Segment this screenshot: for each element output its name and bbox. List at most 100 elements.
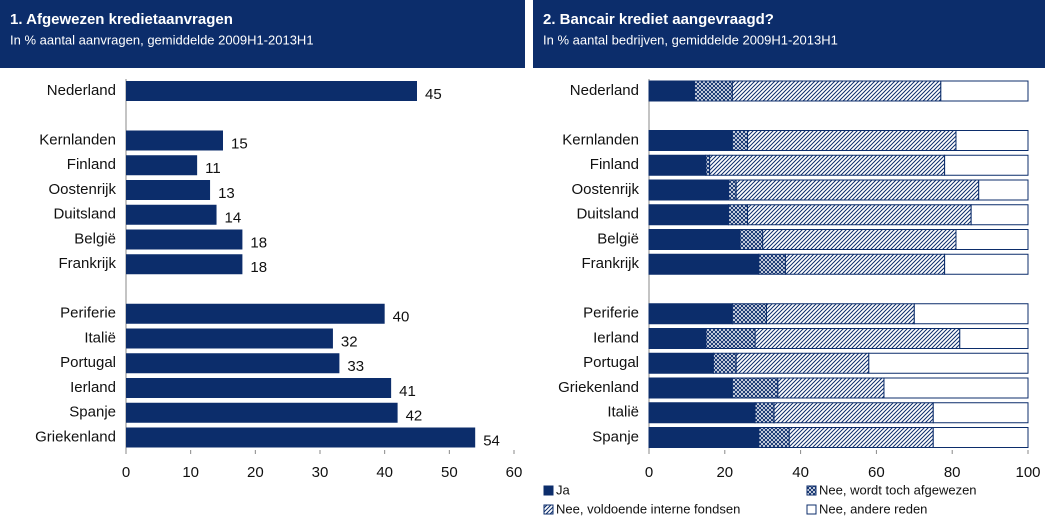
bar-segment [758,253,786,275]
y-tick-label: Spanje [69,404,116,421]
value-label: 42 [406,408,423,425]
bar-segment [648,303,733,325]
y-tick-label: Duitsland [576,206,639,223]
bar-segment [648,179,730,201]
x-tick-label: 20 [716,464,733,481]
bar-segment [747,130,957,151]
y-tick-label: Oostenrijk [571,181,639,198]
x-tick-label: 30 [312,464,329,481]
bar-segment [932,402,1029,424]
bar [126,378,392,398]
bar [126,303,385,324]
bar [126,155,198,176]
bar-segment [648,328,707,349]
value-label: 40 [393,309,410,326]
value-label: 41 [399,383,416,400]
bar-segment [784,253,946,275]
y-tick-label: Spanje [592,428,639,445]
legend-swatch [543,485,554,496]
bar-segment [765,303,915,325]
x-tick-label: 40 [792,464,809,481]
bar-segment [777,377,885,399]
x-tick-label: 60 [506,464,523,481]
bar-segment [709,154,946,176]
bar-segment [739,229,764,250]
bar-segment [932,427,1029,448]
y-tick-label: Ierland [70,379,116,396]
y-tick-label: België [597,230,639,247]
legend-swatch [806,485,817,496]
y-tick-label: Periferie [583,305,639,322]
value-label: 45 [425,86,442,103]
bar-segment [648,427,760,448]
x-tick-label: 10 [182,464,199,481]
bar-segment [959,328,1029,349]
legend-label: Nee, voldoende interne fondsen [556,501,740,516]
y-tick-label: Ierland [593,329,639,346]
y-tick-label: Frankrijk [58,255,116,272]
y-tick-label: Italië [84,329,116,346]
legend-swatch [806,504,817,515]
bar [126,328,333,349]
bar-segment [955,130,1029,151]
bar-segment [944,154,1029,176]
bar-segment [758,427,790,448]
bar-segment [731,377,779,399]
bar-segment [762,229,957,250]
y-tick-label: Duitsland [53,206,116,223]
bar-segment [648,80,695,102]
bar-segment [648,229,741,250]
legend-label: Ja [556,482,571,497]
legend-label: Nee, andere reden [819,501,927,516]
bar-segment [883,377,1029,399]
value-label: 11 [205,160,221,177]
bar [126,427,476,448]
bar-segment [970,204,1029,226]
bar-segment [728,179,737,201]
chart-title: 2. Bancair krediet aangevraagd? [543,11,774,28]
bar-segment [747,204,972,226]
bar-segment [788,427,934,448]
bar-segment [648,204,730,226]
bar-segment [693,80,733,102]
bar-segment [648,253,760,275]
bar-segment [731,130,749,151]
y-tick-label: Finland [67,156,116,173]
y-tick-label: Griekenland [558,379,639,396]
bar-segment [648,154,707,176]
y-tick-label: Italië [607,404,639,421]
x-tick-label: 80 [944,464,961,481]
y-tick-label: Portugal [60,354,116,371]
bar-segment [944,253,1029,275]
bar-segment [731,303,767,325]
y-tick-label: Nederland [47,82,116,99]
value-label: 14 [225,210,242,227]
bar [126,204,217,225]
bar-segment [648,377,733,399]
value-label: 13 [218,185,235,202]
x-tick-label: 40 [376,464,393,481]
bar [126,130,223,151]
x-tick-label: 20 [247,464,264,481]
header-bg [0,0,525,68]
y-tick-label: België [74,230,116,247]
y-tick-label: Periferie [60,305,116,322]
y-tick-label: Kernlanden [562,131,639,148]
chart-subtitle: In % aantal aanvragen, gemiddelde 2009H1… [10,32,314,47]
value-label: 33 [347,358,364,375]
legend-swatch [543,504,554,515]
bar-segment [648,402,756,424]
value-label: 32 [341,333,358,350]
y-tick-label: Kernlanden [39,131,116,148]
value-label: 18 [250,259,267,276]
bar-segment [705,154,711,176]
x-tick-label: 50 [441,464,458,481]
chart-title: 1. Afgewezen kredietaanvragen [10,11,233,28]
value-label: 15 [231,135,248,152]
bar-segment [735,352,870,374]
x-tick-label: 0 [122,464,130,481]
header-bg [533,0,1045,68]
x-tick-label: 60 [868,464,885,481]
bar-segment [978,179,1029,201]
bar-segment [705,328,756,349]
